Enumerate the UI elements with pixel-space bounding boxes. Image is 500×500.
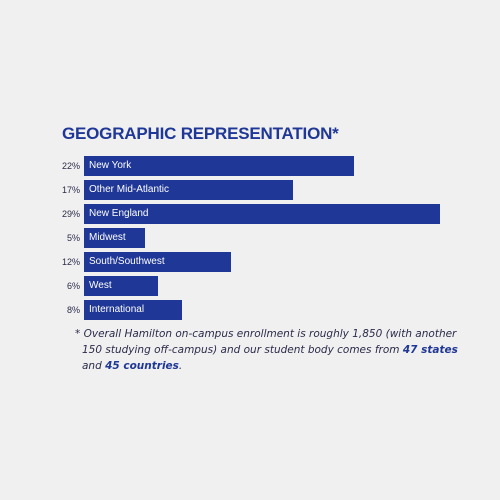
bar: Midwest	[84, 228, 145, 248]
footnote-line-1: * Overall Hamilton on-campus enrollment …	[75, 328, 457, 340]
footnote-line-3: and 45 countries.	[75, 358, 475, 374]
bar: New York	[84, 156, 354, 176]
footnote: * Overall Hamilton on-campus enrollment …	[75, 326, 475, 374]
value-label: 5%	[66, 233, 80, 243]
footnote-countries: 45 countries	[105, 360, 179, 372]
chart-title: GEOGRAPHIC REPRESENTATION*	[62, 124, 339, 143]
value-label: 22%	[61, 161, 80, 171]
bar: New England	[84, 204, 440, 224]
footnote-line-2-text: 150 studying off-campus) and our student…	[82, 344, 403, 356]
value-label: 12%	[61, 257, 80, 267]
bar: International	[84, 300, 182, 320]
bar: West	[84, 276, 158, 296]
value-label: 17%	[61, 185, 80, 195]
bar: Other Mid-Atlantic	[84, 180, 293, 200]
footnote-line-3-start: and	[82, 360, 106, 372]
footnote-line-3-end: .	[178, 360, 183, 372]
value-label: 6%	[66, 281, 80, 291]
value-label: 8%	[66, 305, 80, 315]
footnote-line-2: 150 studying off-campus) and our student…	[75, 342, 475, 358]
bar: South/Southwest	[84, 252, 231, 272]
footnote-states: 47 states	[402, 344, 458, 356]
value-label: 29%	[61, 209, 80, 219]
